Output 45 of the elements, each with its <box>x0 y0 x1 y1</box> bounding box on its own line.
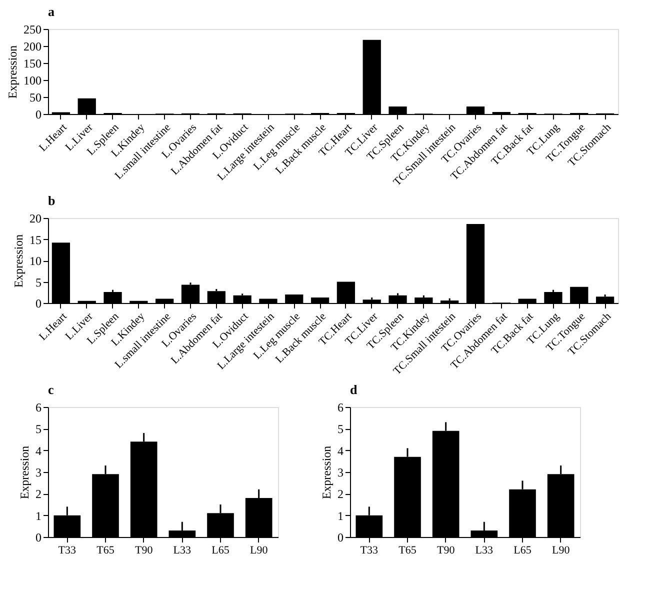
x-tick-label: T33 <box>58 544 77 556</box>
chart-title: a <box>48 4 55 19</box>
chart-title: c <box>48 382 54 397</box>
y-tick-label: 4 <box>338 444 344 458</box>
y-tick-label: 5 <box>36 275 42 290</box>
y-tick-label: 50 <box>30 90 42 104</box>
y-tick-label: 200 <box>24 40 42 54</box>
x-tick-label: L90 <box>552 544 570 556</box>
y-tick-label: 2 <box>36 487 42 502</box>
y-tick-label: 6 <box>36 400 42 414</box>
y-tick-label: 3 <box>338 466 344 480</box>
x-tick-label: T33 <box>360 544 379 556</box>
y-tick-label: 0 <box>36 296 42 310</box>
y-tick-label: 5 <box>36 422 42 436</box>
y-tick-label: 3 <box>36 466 42 480</box>
y-tick-label: 10 <box>30 254 42 268</box>
x-tick-label: L65 <box>514 544 532 556</box>
chart-title: d <box>350 382 358 397</box>
y-axis-title: Expression <box>320 446 334 500</box>
y-tick-label: 0 <box>36 530 42 544</box>
x-tick-label: L33 <box>475 544 494 556</box>
y-tick-label: 4 <box>36 444 42 458</box>
x-tick-label: T90 <box>134 544 154 556</box>
x-tick-label: L33 <box>173 544 192 556</box>
x-tick-label: T65 <box>398 544 417 556</box>
x-tick-label: L90 <box>250 544 268 556</box>
y-tick-label: 100 <box>24 74 42 88</box>
x-tick-label: T65 <box>96 544 115 556</box>
chart-title: b <box>48 193 56 208</box>
y-tick-label: 150 <box>24 56 42 70</box>
y-axis-title: Expression <box>12 234 26 288</box>
y-tick-label: 250 <box>24 22 42 36</box>
y-tick-label: 6 <box>338 400 344 414</box>
y-tick-label: 2 <box>338 487 344 502</box>
y-tick-label: 15 <box>30 232 42 247</box>
y-tick-label: 20 <box>30 212 42 226</box>
y-tick-label: 1 <box>338 508 344 523</box>
x-tick-label: L65 <box>212 544 230 556</box>
y-tick-label: 5 <box>338 422 344 436</box>
y-tick-label: 0 <box>338 530 344 544</box>
y-axis-title: Expression <box>18 446 32 500</box>
y-tick-label: 0 <box>36 108 42 122</box>
x-tick-label: T90 <box>436 544 456 556</box>
y-axis-title: Expression <box>6 45 20 99</box>
y-tick-label: 1 <box>36 508 42 523</box>
